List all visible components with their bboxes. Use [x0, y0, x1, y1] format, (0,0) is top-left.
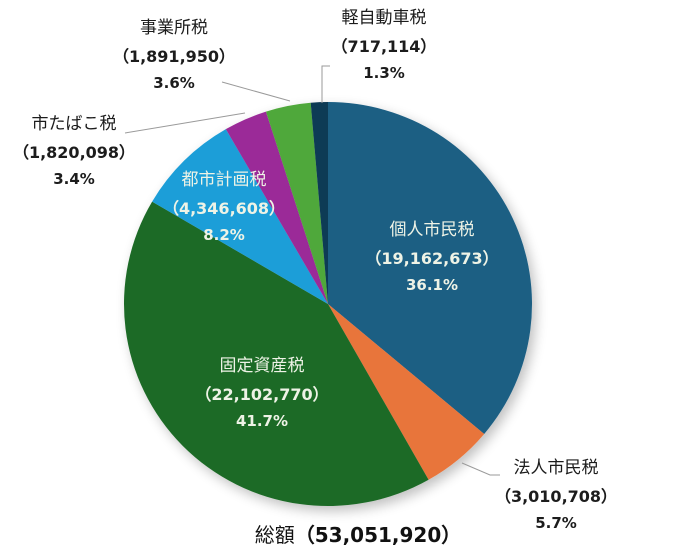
- pie-slice: [225, 111, 328, 304]
- slice-label-hojin: 法人市民税 （3,010,708） 5.7%: [495, 460, 617, 531]
- leader-line-kei: [321, 65, 330, 103]
- leader-line-hojin: [461, 462, 500, 476]
- slice-amount: （3,010,708）: [494, 487, 618, 506]
- pie-slices: [124, 102, 532, 507]
- slice-name: 法人市民税: [513, 458, 599, 478]
- slice-percent: 36.1%: [405, 276, 459, 294]
- slice-amount: （1,891,950）: [112, 47, 236, 66]
- slice-amount: （717,114）: [331, 37, 437, 56]
- leader-line-jigyo: [221, 81, 291, 102]
- pie-slice: [124, 201, 429, 507]
- slice-percent: 5.7%: [535, 514, 577, 532]
- pie-slice: [265, 102, 328, 304]
- total-label: 総額（53,051,920）: [255, 519, 462, 548]
- slice-label-toshi: 都市計画税 （4,346,608） 8.2%: [163, 172, 285, 243]
- slice-label-jigyo: 事業所税 （1,891,950） 3.6%: [113, 20, 235, 91]
- slice-name: 事業所税: [140, 18, 208, 38]
- pie-slice: [152, 129, 328, 304]
- total-value: （53,051,920）: [294, 523, 462, 547]
- slice-amount: （19,162,673）: [365, 249, 499, 268]
- pie-slice: [310, 102, 328, 304]
- slice-label-kojin: 個人市民税 （19,162,673） 36.1%: [365, 222, 498, 293]
- slice-label-kei: 軽自動車税 （717,114） 1.3%: [332, 10, 437, 81]
- slice-amount: （4,346,608）: [162, 199, 286, 218]
- slice-percent: 3.4%: [53, 170, 95, 188]
- slice-percent: 41.7%: [235, 412, 289, 430]
- slice-amount: （1,820,098）: [12, 143, 136, 162]
- slice-percent: 8.2%: [203, 226, 245, 244]
- slice-amount: （22,102,770）: [195, 385, 329, 404]
- slice-name: 個人市民税: [389, 220, 475, 240]
- slice-name: 都市計画税: [181, 170, 267, 190]
- slice-percent: 3.6%: [153, 74, 195, 92]
- slice-label-tabako: 市たばこ税 （1,820,098） 3.4%: [13, 116, 135, 187]
- leader-line-tabako: [124, 112, 246, 134]
- slice-name: 固定資産税: [219, 356, 305, 376]
- leader-lines: [124, 65, 500, 476]
- slice-label-kotei: 固定資産税 （22,102,770） 41.7%: [195, 358, 328, 429]
- slice-percent: 1.3%: [363, 64, 405, 82]
- pie-slice: [328, 102, 532, 434]
- slice-name: 市たばこ税: [31, 114, 117, 134]
- pie-slice: [328, 304, 485, 480]
- slice-name: 軽自動車税: [341, 8, 427, 28]
- total-caption: 総額: [254, 523, 295, 547]
